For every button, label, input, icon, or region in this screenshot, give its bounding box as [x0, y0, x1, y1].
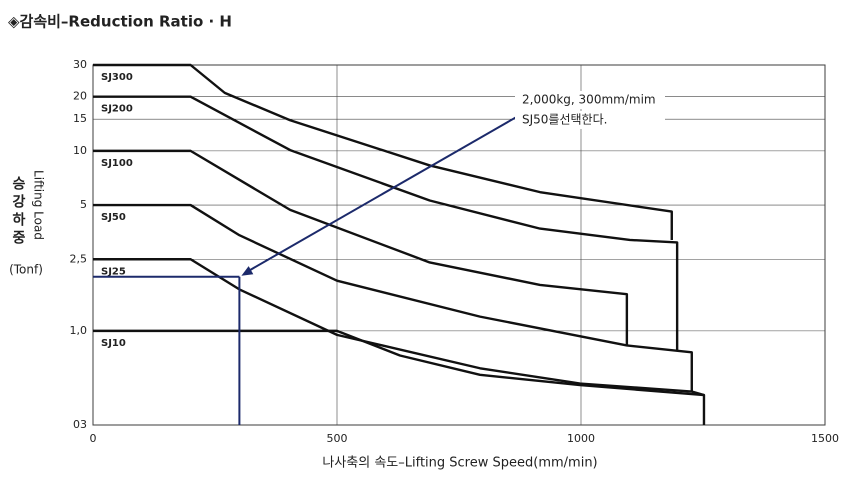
y-tick-label: 10 — [73, 144, 87, 157]
x-tick-label: 1000 — [567, 432, 595, 445]
series-label: SJ50 — [101, 212, 126, 223]
series-line — [93, 329, 705, 397]
x-tick-label: 0 — [90, 432, 97, 445]
annotation-bg — [515, 91, 665, 109]
y-tick-label: 03 — [73, 418, 87, 431]
x-tick-label: 1500 — [811, 432, 839, 445]
series-line — [93, 203, 693, 392]
annotation-bg — [515, 111, 665, 129]
series-line — [93, 149, 629, 346]
series-line — [93, 63, 673, 240]
y-tick-label: 20 — [73, 90, 87, 103]
series-label: SJ25 — [101, 266, 126, 277]
y-tick-label: 30 — [73, 58, 87, 71]
x-axis-label: 나사축의 속도–Lifting Screw Speed(mm/min) — [322, 456, 597, 471]
series-line — [93, 95, 679, 351]
y-axis-unit: (Tonf) — [9, 263, 43, 277]
series-label: SJ200 — [101, 104, 133, 115]
annotation-text: SJ50를선택한다. — [522, 113, 607, 127]
series-label: SJ300 — [101, 72, 133, 83]
arrow-head — [241, 266, 254, 276]
y-tick-label: 1,0 — [70, 324, 88, 337]
series-label: SJ10 — [101, 338, 126, 349]
y-tick-label: 15 — [73, 112, 87, 125]
x-tick-label: 500 — [327, 432, 348, 445]
y-axis-label-english: Lifting Load — [32, 170, 46, 240]
y-tick-label: 5 — [80, 198, 87, 211]
chart-title: ◈감속비–Reduction Ratio · H — [8, 13, 232, 31]
series-label: SJ100 — [101, 158, 133, 169]
annotation-arrow — [244, 114, 521, 274]
y-axis-label-korean: 승강하중 — [10, 176, 26, 248]
annotation-text: 2,000kg, 300mm/mim — [522, 93, 656, 107]
y-tick-label: 2,5 — [70, 252, 88, 265]
